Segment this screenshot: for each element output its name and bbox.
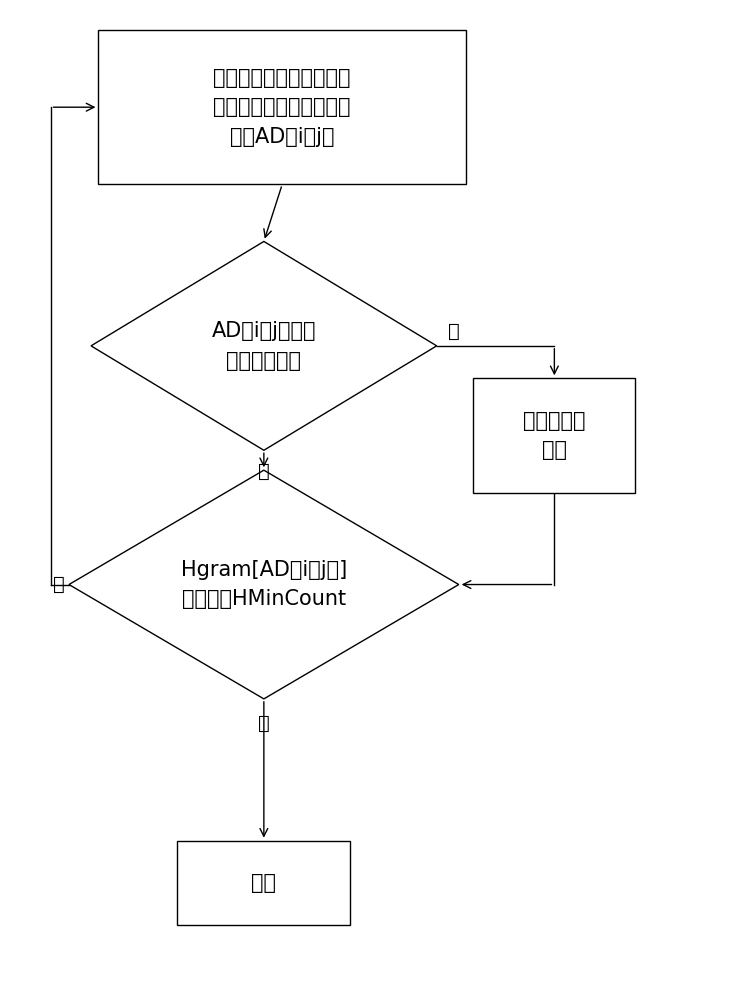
- Text: 从左到右，从上往下依次
判断一帧图像每个像素点
的值AD（i，j）: 从左到右，从上往下依次 判断一帧图像每个像素点 的值AD（i，j）: [213, 68, 351, 147]
- Text: Hgram[AD（i，j）]
是否小于HMinCount: Hgram[AD（i，j）] 是否小于HMinCount: [181, 560, 347, 609]
- Text: 否: 否: [448, 321, 459, 340]
- Text: 否: 否: [53, 575, 64, 594]
- FancyBboxPatch shape: [177, 841, 350, 925]
- Text: 是: 是: [258, 462, 270, 481]
- Text: 是: 是: [258, 714, 270, 733]
- Polygon shape: [69, 470, 459, 699]
- Text: 添加到坏点
列表: 添加到坏点 列表: [523, 411, 585, 460]
- FancyBboxPatch shape: [99, 30, 466, 184]
- Text: AD（i，j）是否
在阈值范围内: AD（i，j）是否 在阈值范围内: [212, 321, 316, 371]
- Text: 结束: 结束: [251, 873, 276, 893]
- Polygon shape: [91, 241, 436, 450]
- FancyBboxPatch shape: [473, 378, 635, 493]
